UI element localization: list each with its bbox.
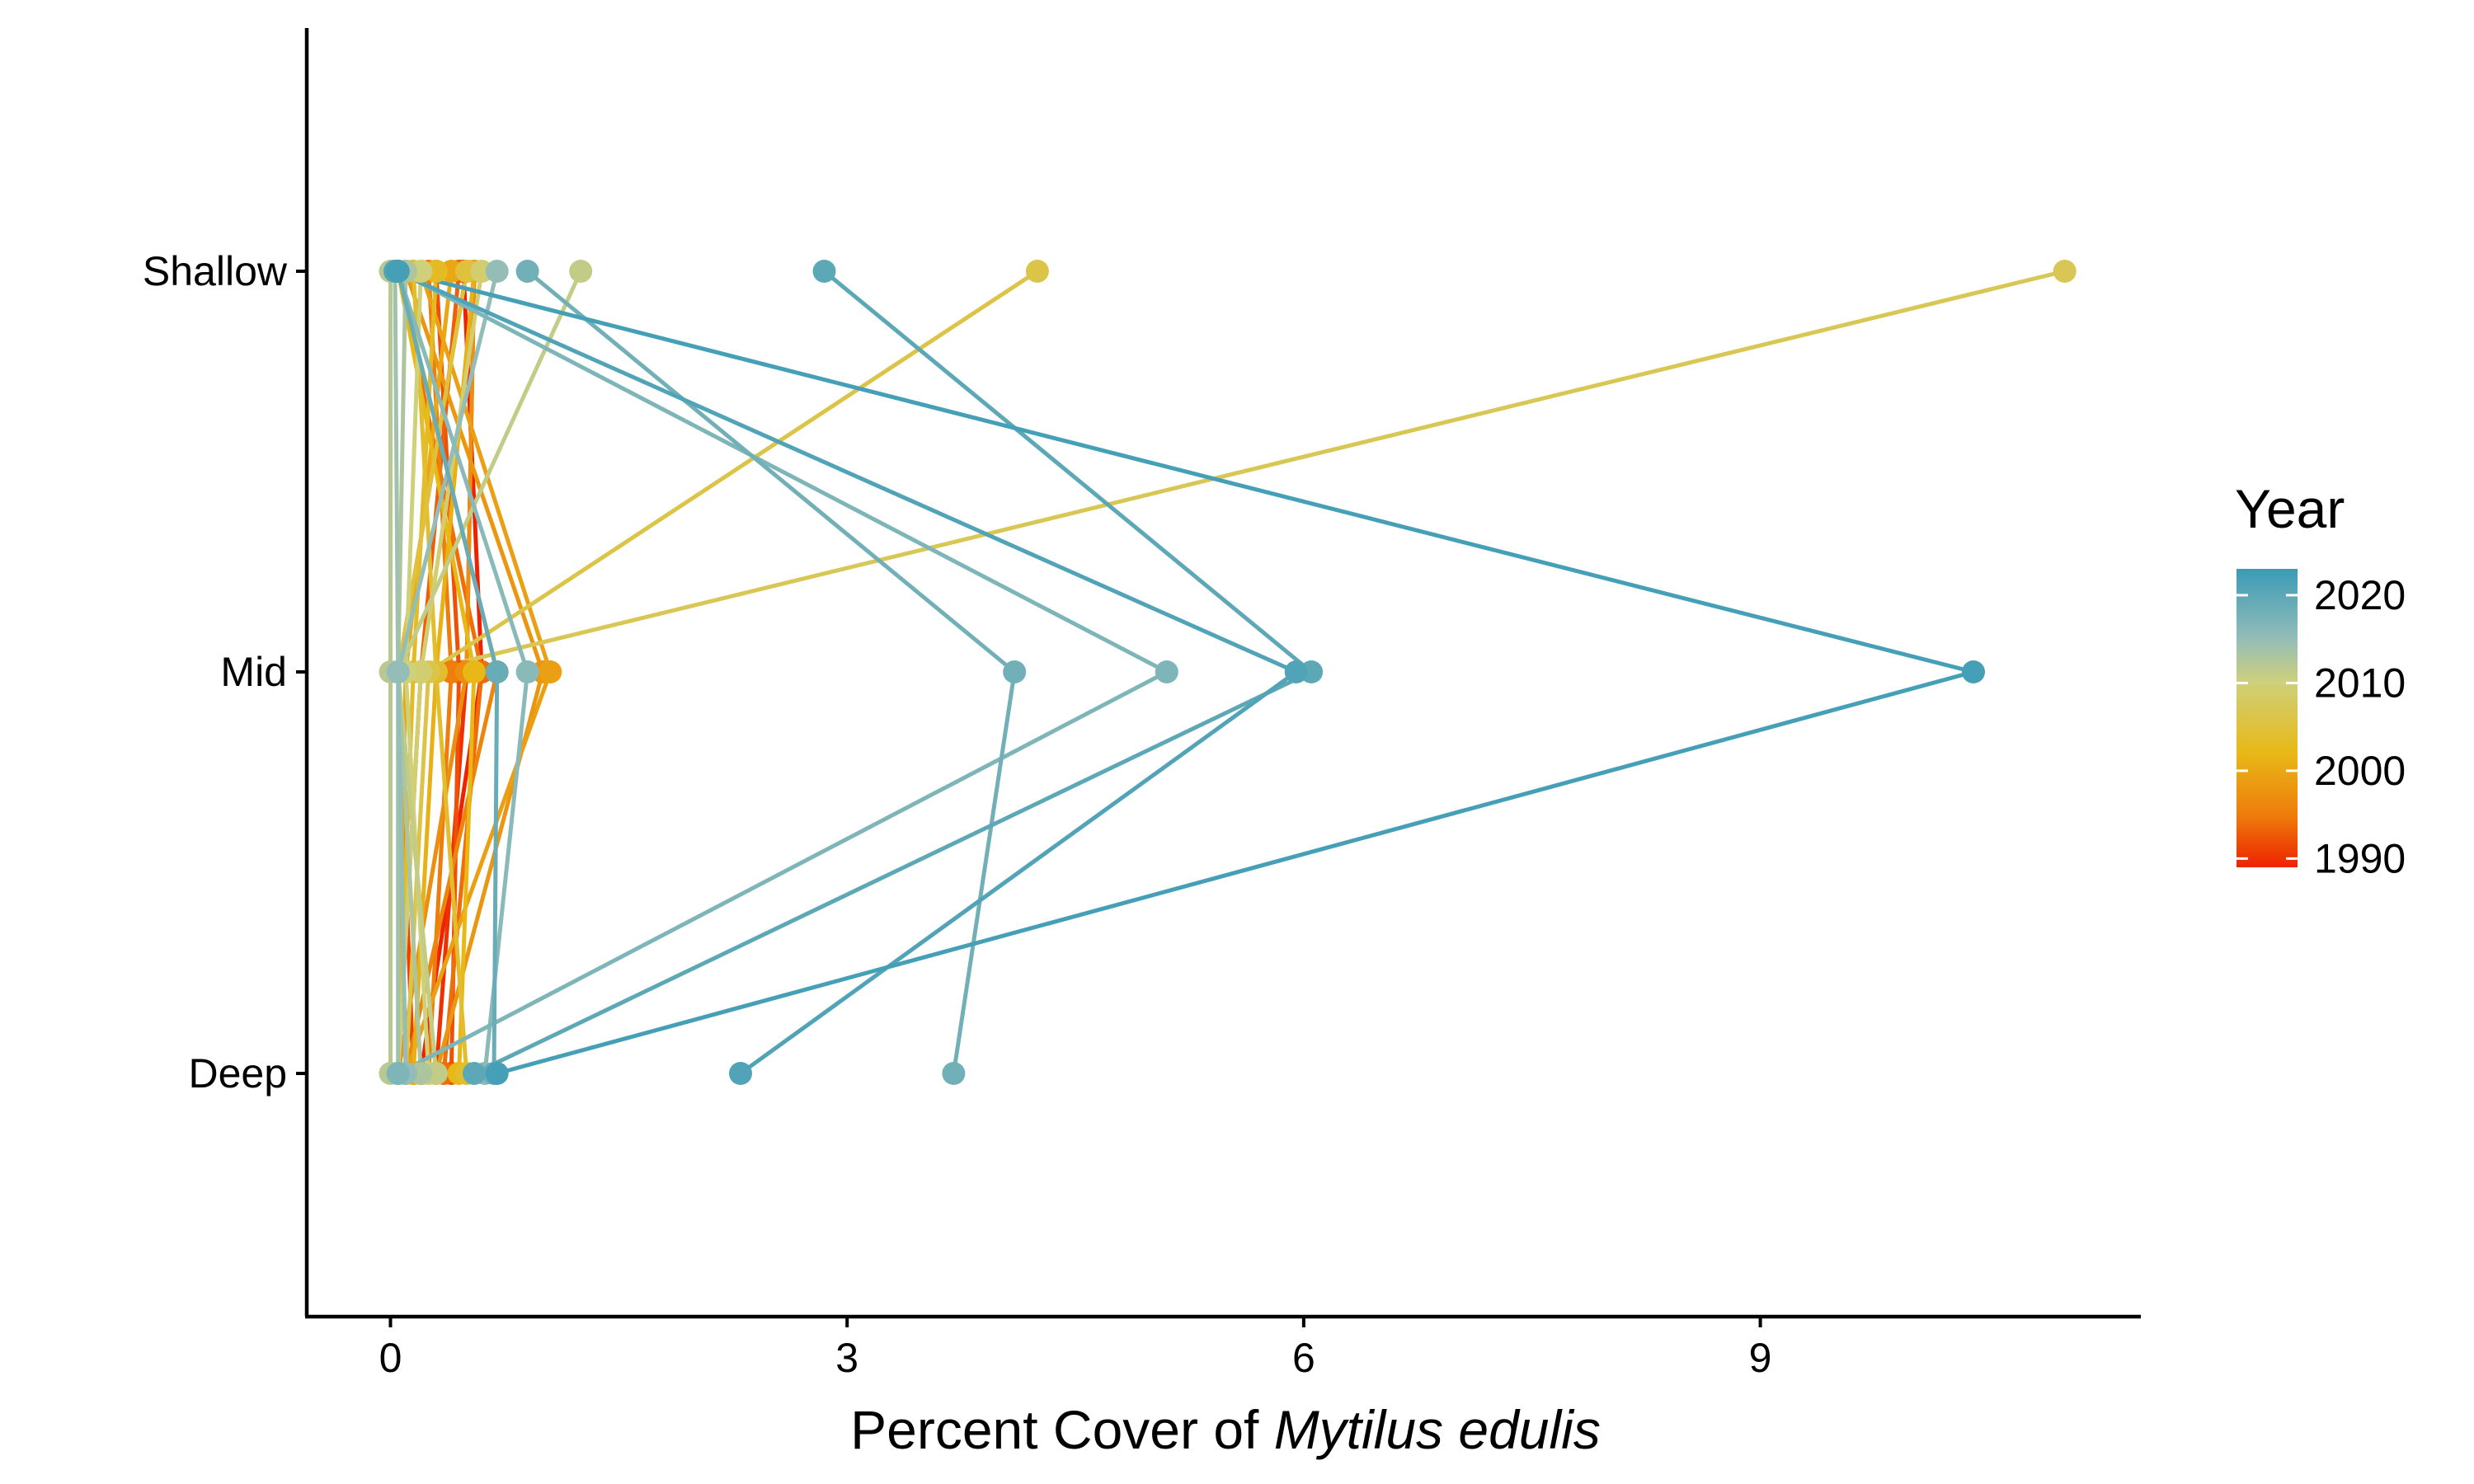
data-point-2017-deep — [386, 1062, 410, 1085]
data-point-2002-mid — [463, 660, 486, 683]
series-line-2017 — [397, 269, 1169, 1076]
series-points — [379, 260, 2077, 1085]
y-axis-ticks: Deep Mid Shallow — [143, 248, 307, 1097]
x-axis-ticks: 0 3 6 9 — [379, 1317, 1772, 1381]
data-point-2022-deep — [485, 1062, 509, 1085]
legend-colorbar — [2236, 569, 2298, 867]
legend: Year 2020 2010 2000 1990 — [2235, 478, 2406, 881]
x-axis-title: Percent Cover of Mytilus edulis — [850, 1399, 1601, 1460]
legend-title: Year — [2235, 478, 2345, 539]
data-point-2021-mid — [1284, 660, 1308, 683]
legend-label-2000: 2000 — [2314, 748, 2406, 794]
data-point-2019-mid — [485, 660, 509, 683]
legend-label-2010: 2010 — [2314, 660, 2406, 706]
series-line-2020 — [473, 270, 1314, 1076]
data-point-2006-shallow — [1025, 260, 1049, 283]
data-point-2017-mid — [1155, 660, 1178, 683]
series-line-2007 — [396, 269, 2066, 1074]
series-line-2022 — [397, 269, 1976, 1076]
y-tick-label-mid: Mid — [220, 649, 287, 695]
y-tick-label-deep: Deep — [188, 1050, 287, 1097]
data-point-2020-deep — [463, 1062, 486, 1085]
x-tick-label-3: 3 — [835, 1335, 858, 1381]
data-point-2016-mid — [515, 660, 539, 683]
data-point-2011-shallow — [569, 260, 593, 283]
legend-label-2020: 2020 — [2314, 572, 2406, 618]
data-point-2018-shallow — [515, 260, 539, 283]
data-point-2022-shallow — [386, 260, 410, 283]
data-point-2015-mid — [386, 660, 410, 683]
data-point-2018-mid — [1003, 660, 1027, 683]
data-point-1999-mid — [539, 660, 562, 683]
x-axis-title-italic: Mytilus edulis — [1274, 1399, 1601, 1460]
data-point-2022-mid — [1962, 660, 1985, 683]
x-axis-title-prefix: Percent Cover of — [850, 1399, 1274, 1460]
x-tick-label-6: 6 — [1292, 1335, 1315, 1381]
data-point-2007-shallow — [2053, 260, 2077, 283]
data-point-2018-deep — [942, 1062, 966, 1085]
series-lines — [388, 269, 2066, 1076]
x-tick-label-0: 0 — [379, 1335, 402, 1381]
legend-label-1990: 1990 — [2314, 835, 2406, 881]
data-point-2021-deep — [729, 1062, 752, 1085]
data-point-2015-shallow — [485, 260, 509, 283]
x-tick-label-9: 9 — [1749, 1335, 1772, 1381]
data-point-2020-shallow — [812, 260, 836, 283]
legend-ticks: 2020 2010 2000 1990 — [2236, 572, 2406, 881]
y-tick-label-shallow: Shallow — [143, 248, 288, 294]
